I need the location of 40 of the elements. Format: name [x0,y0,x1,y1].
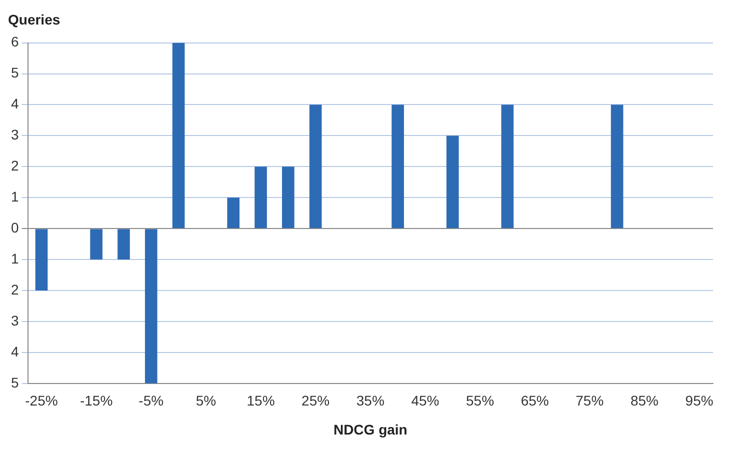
y-tick-label: 5 [10,64,19,81]
bar [118,229,130,260]
x-tick-label: 35% [356,392,384,409]
y-tick-label: 0 [10,219,19,236]
bar [227,198,240,228]
bar [446,136,459,228]
bar [172,42,185,228]
bar [144,229,158,384]
x-tick-label: 5% [196,392,216,409]
x-tick-label: 75% [576,392,604,409]
x-tick-label: -25% [25,392,58,409]
y-tick-label: 1 [10,188,19,204]
y-tick-label: 3 [10,312,19,328]
y-tick-label: 2 [10,158,19,174]
bar [282,166,294,228]
bar [392,104,404,228]
y-tick-label: 2 [10,281,19,298]
bar [35,229,48,291]
x-tick-label: 55% [466,392,494,409]
y-tick-label: 5 [10,374,19,390]
x-tick-label: 45% [411,392,440,409]
bar [610,104,624,228]
y-tick-label: 6 [10,34,19,50]
y-axis-title: Queries [8,11,60,28]
bar [501,104,514,228]
x-tick-label: 65% [520,392,549,409]
bar [309,104,322,228]
x-tick-label: -5% [138,392,164,409]
y-tick-label: 1 [10,250,19,266]
x-tick-label: -15% [80,392,113,409]
x-tick-label: 95% [685,392,714,409]
x-tick-label: 15% [246,392,275,409]
bar [90,229,102,260]
y-tick-label: 4 [10,343,19,360]
x-tick-label: 25% [302,392,330,409]
y-tick-label: 3 [10,126,19,143]
bar [254,166,267,228]
x-tick-label: 85% [630,392,658,409]
x-axis-title: NDCG gain [333,421,408,438]
y-tick-label: 4 [10,96,19,112]
